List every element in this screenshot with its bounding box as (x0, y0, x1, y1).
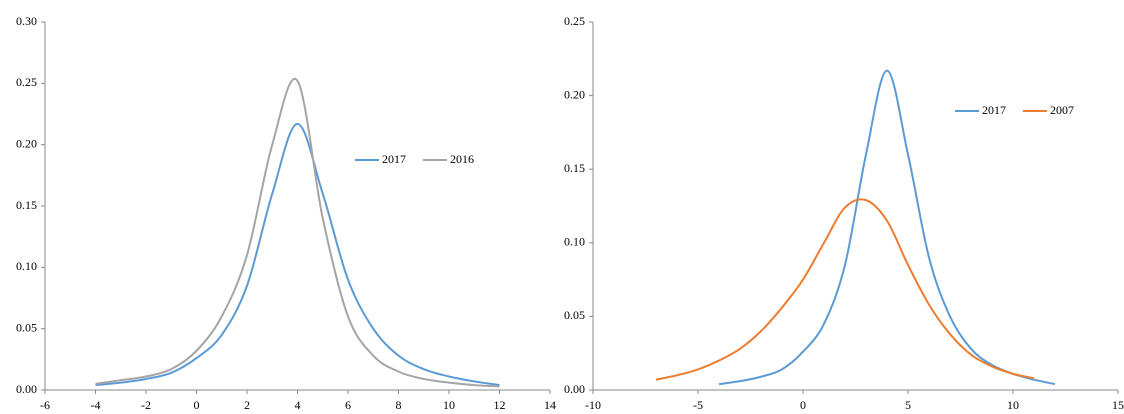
x-tick-label: 5 (905, 398, 911, 412)
y-tick-label: 0.05 (16, 320, 37, 334)
y-tick-label: 0.15 (564, 161, 585, 175)
x-tick-label: -4 (91, 398, 101, 412)
y-tick-label: 0.30 (16, 14, 37, 28)
x-tick-label: 8 (396, 398, 402, 412)
x-tick-label: -2 (141, 398, 151, 412)
y-tick-label: 0.25 (564, 14, 585, 28)
legend-label: 2007 (1050, 103, 1074, 117)
x-tick-label: -5 (693, 398, 703, 412)
y-tick-label: 0.10 (16, 259, 37, 273)
x-tick-label: 12 (494, 398, 506, 412)
x-tick-label: 15 (1112, 398, 1124, 412)
y-tick-label: 0.20 (564, 87, 585, 101)
x-tick-label: 10 (443, 398, 455, 412)
legend-label: 2017 (982, 103, 1006, 117)
legend-label: 2016 (450, 152, 474, 166)
x-tick-label: 14 (544, 398, 556, 412)
x-tick-label: 0 (800, 398, 806, 412)
x-tick-label: 2 (244, 398, 250, 412)
series-line (655, 198, 1035, 381)
x-tick-label: 6 (345, 398, 351, 412)
series-line (95, 77, 500, 388)
y-tick-label: 0.20 (16, 136, 37, 150)
y-tick-label: 0.15 (16, 198, 37, 212)
x-tick-label: -10 (585, 398, 601, 412)
x-tick-label: -6 (40, 398, 50, 412)
series-line (95, 122, 500, 387)
y-tick-label: 0.00 (564, 382, 585, 396)
y-tick-label: 0.00 (16, 382, 37, 396)
series-line (718, 69, 1056, 386)
legend-label: 2017 (382, 152, 406, 166)
y-tick-label: 0.10 (564, 235, 585, 249)
x-tick-label: 4 (295, 398, 301, 412)
x-tick-label: 10 (1007, 398, 1019, 412)
x-tick-label: 0 (194, 398, 200, 412)
y-tick-label: 0.25 (16, 75, 37, 89)
y-tick-label: 0.05 (564, 308, 585, 322)
